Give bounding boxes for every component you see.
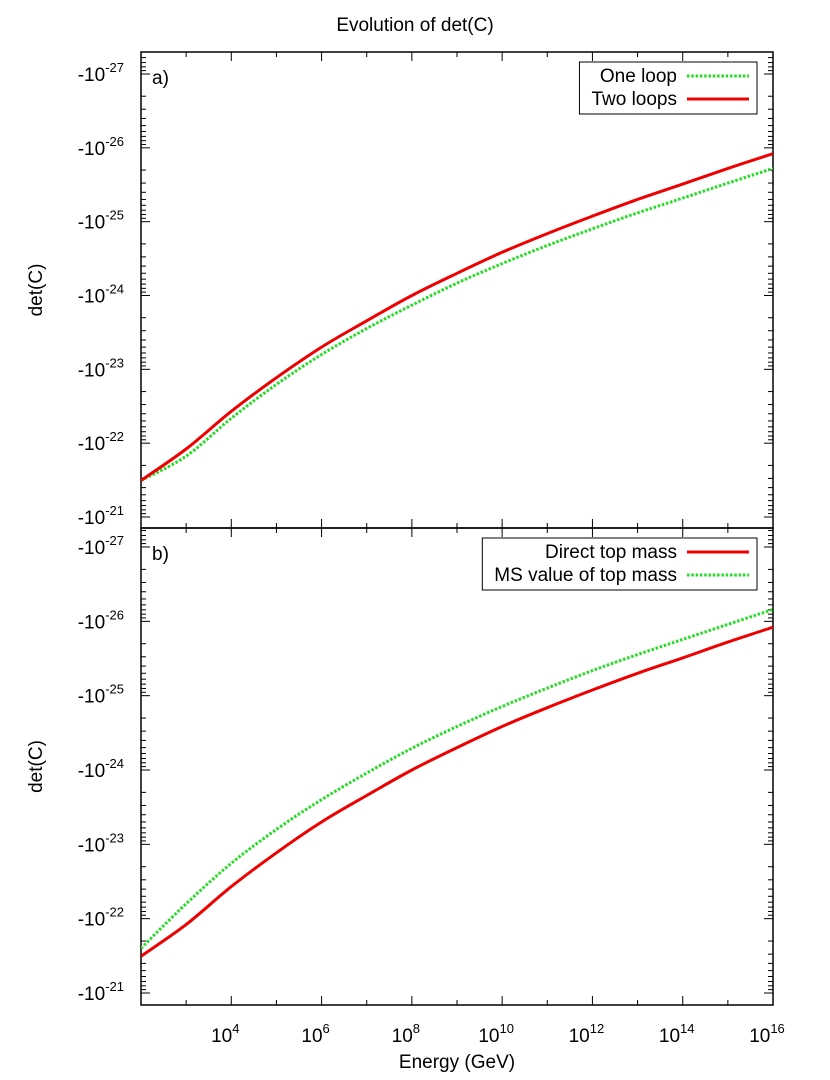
y-tick-label: -10-21 xyxy=(78,503,124,529)
x-tick-label: 106 xyxy=(301,1021,329,1047)
y-tick-label: -10-24 xyxy=(78,282,124,308)
y-tick-label: -10-22 xyxy=(78,429,124,455)
panel-a-chart: -10-27 -10-26 -10-25 -10-24 -10-23 -10-22 -10-… xyxy=(26,51,774,529)
series-line-two-loops xyxy=(141,152,773,482)
y-tick-label: -10-25 xyxy=(78,208,124,234)
series-line-one-loop xyxy=(141,166,773,482)
y-tick-label: -10-27 xyxy=(78,533,124,559)
y-tick-label: -10-26 xyxy=(78,607,124,633)
x-tick-label: 1016 xyxy=(749,1021,785,1047)
x-tick-label: 104 xyxy=(211,1021,239,1047)
x-tick-label: 1010 xyxy=(478,1021,514,1047)
y-tick-label: -10-26 xyxy=(78,134,124,160)
plot-frame xyxy=(140,51,774,529)
x-tick-label: 1014 xyxy=(659,1021,695,1047)
y-axis-title: det(C) xyxy=(26,740,47,793)
y-tick-label: -10-23 xyxy=(78,355,124,381)
y-tick-label: -10-25 xyxy=(78,682,124,708)
x-axis-title: Energy (GeV) xyxy=(399,1052,515,1073)
legend-label: One loop xyxy=(600,66,677,87)
y-tick-label: -10-23 xyxy=(78,830,124,856)
legend-label: Two loops xyxy=(591,89,677,110)
plot-frame xyxy=(140,527,774,1006)
panel-b-chart: -10-27 -10-26 -10-25 -10-24 -10-23 -10-22 -10-… xyxy=(26,527,785,1047)
x-tick-label: 1012 xyxy=(569,1021,605,1047)
legend-label: MS value of top mass xyxy=(494,565,677,586)
x-tick-label: 108 xyxy=(392,1021,420,1047)
legend-box xyxy=(578,61,758,115)
y-tick-label: -10-27 xyxy=(78,60,124,86)
series-line-ms-value-of-top-mass xyxy=(141,607,773,950)
y-tick-label: -10-21 xyxy=(78,979,124,1005)
panel-label: a) xyxy=(152,68,169,89)
y-axis-title: det(C) xyxy=(26,264,47,317)
series-line-direct-top-mass xyxy=(141,625,773,958)
legend-label: Direct top mass xyxy=(545,542,677,563)
panel-label: b) xyxy=(152,544,169,565)
y-tick-label: -10-24 xyxy=(78,756,124,782)
figure-title: Evolution of det(C) xyxy=(336,15,493,36)
y-tick-label: -10-22 xyxy=(78,905,124,931)
legend-box xyxy=(481,537,758,591)
